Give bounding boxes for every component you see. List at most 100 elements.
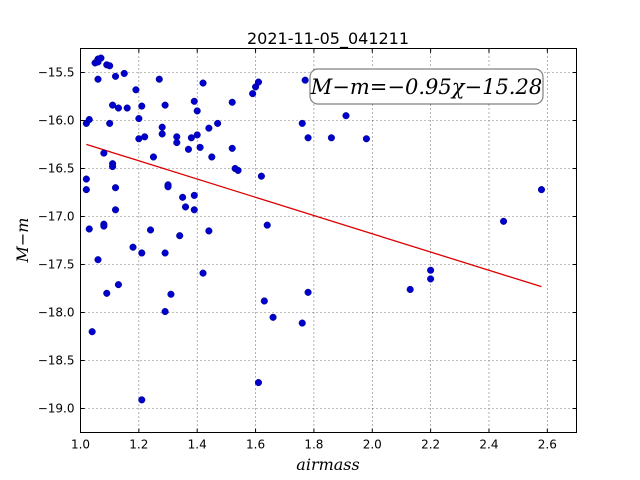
data-point (109, 101, 117, 109)
x-tick-label: 1.2 (129, 438, 148, 452)
data-point (111, 206, 120, 214)
data-points-layer (82, 54, 546, 404)
x-tick-label: 2.6 (538, 438, 557, 452)
data-point (135, 115, 143, 123)
data-point (149, 153, 157, 161)
data-point (129, 243, 137, 251)
y-tick-label: −16.5 (38, 162, 75, 176)
data-point (85, 225, 93, 233)
data-point (155, 75, 163, 83)
data-point (94, 256, 102, 264)
data-point (254, 78, 263, 86)
data-point (208, 153, 216, 161)
data-point (199, 269, 207, 277)
data-point (161, 249, 169, 257)
data-point (158, 123, 166, 131)
data-point (120, 69, 128, 78)
annotation-box (309, 68, 544, 105)
annotation-text: M−m=−0.95χ−15.28 (310, 75, 542, 99)
data-point (500, 217, 508, 225)
data-point (304, 134, 312, 142)
data-point (190, 191, 198, 199)
data-point (254, 379, 263, 387)
y-tick-label: −16.0 (38, 114, 75, 128)
data-point (184, 145, 193, 153)
data-point (228, 144, 236, 152)
data-point (181, 203, 190, 211)
data-point (173, 139, 181, 147)
data-point (298, 319, 306, 327)
x-axis-label: airmass (296, 455, 359, 474)
y-tick-label: −17.5 (38, 258, 75, 272)
data-point (138, 102, 146, 110)
data-point (196, 143, 204, 151)
axis-ticks: 1.0 1.2 1.4 1.6 1.8 2.0 2.2 2.4 2.6 −15.5 −16.0 −16… (38, 48, 577, 452)
x-tick-label: 2.4 (479, 438, 498, 452)
data-point (193, 131, 201, 139)
x-tick-label: 2.0 (363, 438, 382, 452)
data-point (161, 307, 169, 316)
data-point (141, 133, 149, 141)
y-tick-label: −17.0 (38, 210, 75, 224)
data-point (111, 72, 120, 80)
data-point (362, 135, 370, 143)
fit-annotation: M−m=−0.95χ−15.28 (309, 68, 544, 105)
chart-title: 2021-11-05_041211 (247, 29, 409, 49)
data-point (187, 134, 195, 142)
y-tick-label: −15.5 (38, 66, 75, 80)
data-point (138, 396, 146, 404)
data-point (164, 183, 172, 191)
data-point (228, 98, 236, 106)
fit-line (86, 143, 542, 288)
data-point (114, 281, 122, 289)
x-tick-label: 1.0 (71, 438, 90, 452)
data-point (123, 104, 131, 112)
data-point (190, 97, 198, 105)
data-point (109, 163, 117, 171)
data-point (342, 112, 350, 120)
data-point (427, 266, 435, 274)
data-point (327, 134, 335, 142)
data-point (304, 288, 312, 296)
data-point (234, 166, 242, 174)
data-point (97, 54, 105, 62)
data-point (114, 104, 122, 112)
data-point (537, 186, 546, 194)
data-point (205, 124, 213, 132)
data-point (138, 249, 146, 257)
data-point (82, 175, 90, 183)
x-tick-label: 1.6 (246, 438, 265, 452)
plot-area-frame (80, 48, 577, 433)
data-point (82, 186, 90, 194)
data-point (301, 76, 309, 84)
data-point (100, 222, 108, 230)
data-point (161, 101, 169, 109)
x-tick-label: 1.4 (188, 438, 207, 452)
data-point (85, 115, 93, 124)
data-point (298, 119, 306, 127)
data-point (106, 62, 114, 70)
data-point (176, 232, 184, 240)
data-point (111, 184, 120, 192)
data-point (257, 172, 265, 180)
y-axis-label: M−m (13, 218, 32, 264)
y-tick-label: −18.5 (38, 354, 75, 368)
data-point (406, 285, 414, 294)
data-point (94, 75, 102, 83)
data-point (167, 290, 175, 298)
data-point (260, 297, 268, 305)
data-point (214, 119, 222, 127)
data-point (269, 313, 277, 321)
data-point (158, 130, 166, 138)
data-point (106, 119, 114, 127)
data-point (199, 79, 207, 87)
data-point (249, 90, 257, 98)
data-point (427, 275, 435, 283)
data-point (88, 328, 96, 336)
data-point (132, 86, 140, 94)
data-point (263, 221, 271, 229)
data-point (179, 193, 187, 201)
data-point (193, 107, 201, 115)
data-point (190, 206, 198, 214)
